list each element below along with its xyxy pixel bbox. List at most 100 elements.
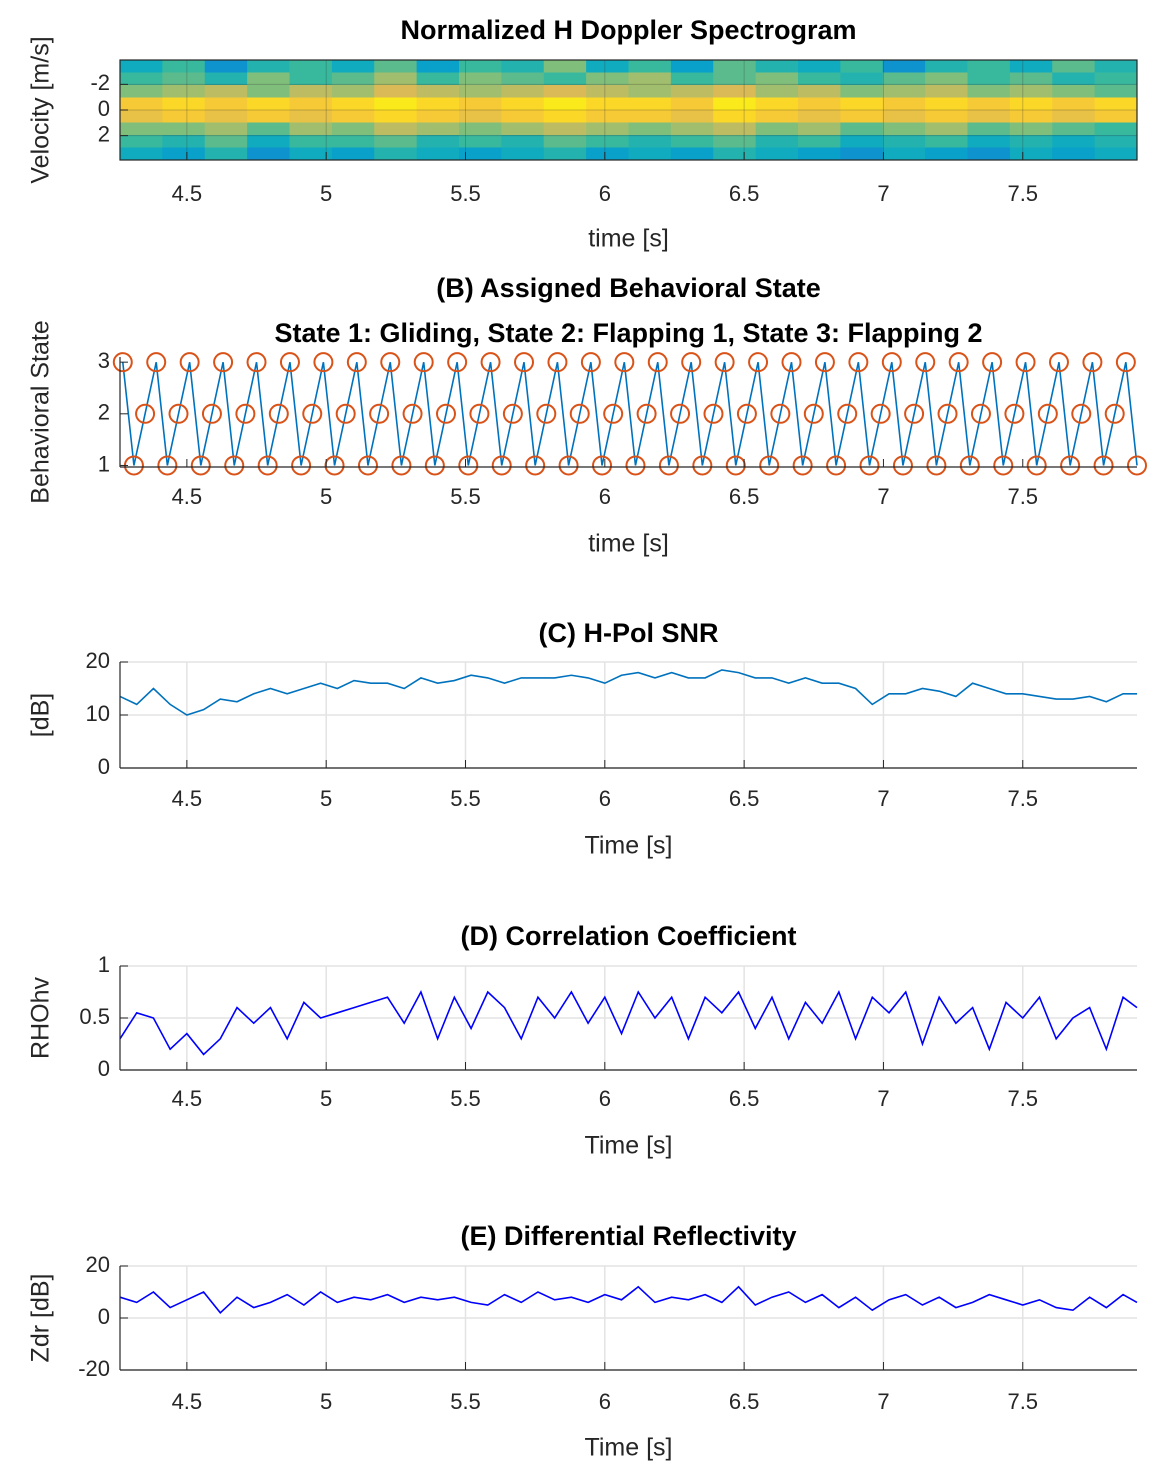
x-axis-label: Time [s] xyxy=(585,1434,673,1462)
heat-cell xyxy=(374,97,418,111)
x-tick-label: 7 xyxy=(877,786,889,811)
heat-cell xyxy=(967,60,1011,73)
heat-cell xyxy=(247,97,290,111)
marker xyxy=(435,403,456,424)
heat-cell xyxy=(331,122,375,136)
x-tick-label: 7.5 xyxy=(1007,1086,1038,1111)
chart-title: (D) Correlation Coefficient xyxy=(460,921,796,951)
x-tick-label: 6.5 xyxy=(729,484,760,509)
heat-cell xyxy=(1009,122,1053,136)
heat-cell xyxy=(755,110,799,123)
x-tick-label: 6 xyxy=(599,1389,611,1414)
heat-cell xyxy=(670,60,714,73)
heat-cell xyxy=(289,72,333,86)
heat-cell xyxy=(162,135,206,148)
marker xyxy=(558,455,579,476)
heat-cell xyxy=(374,122,418,136)
y-tick-label: 0 xyxy=(98,96,110,121)
heat-cell xyxy=(289,85,333,98)
heat-cell xyxy=(840,135,884,148)
marker xyxy=(770,403,791,424)
heat-cell xyxy=(120,122,163,136)
marker xyxy=(369,403,390,424)
marker xyxy=(190,455,211,476)
y-tick-label: 1 xyxy=(98,952,110,977)
x-tick-label: 4.5 xyxy=(172,484,203,509)
y-axis-label: RHOhv xyxy=(27,977,55,1059)
marker xyxy=(514,352,535,373)
heat-cell xyxy=(755,135,799,148)
heat-cell xyxy=(459,147,502,161)
heat-cell xyxy=(586,85,629,98)
marker xyxy=(926,455,947,476)
x-tick-label: 5 xyxy=(320,1086,332,1111)
y-tick-label: 0 xyxy=(98,754,110,779)
marker xyxy=(135,403,156,424)
heat-cell xyxy=(967,110,1011,123)
heat-cell xyxy=(204,72,248,86)
marker xyxy=(859,455,880,476)
heat-cell xyxy=(882,85,926,98)
heat-cell xyxy=(543,85,587,98)
marker xyxy=(792,455,813,476)
heat-cell xyxy=(1052,147,1096,161)
marker xyxy=(881,352,902,373)
heat-cell xyxy=(416,122,460,136)
heat-cell xyxy=(798,147,841,161)
heat-cell xyxy=(967,72,1011,86)
x-tick-label: 7 xyxy=(877,1086,889,1111)
heat-cell xyxy=(543,122,587,136)
heat-cell xyxy=(1009,110,1053,123)
heat-cell xyxy=(331,110,375,123)
x-tick-label: 4.5 xyxy=(172,786,203,811)
marker xyxy=(692,455,713,476)
line xyxy=(119,1285,1138,1314)
marker xyxy=(213,352,234,373)
marker xyxy=(781,352,802,373)
heat-cell xyxy=(204,122,248,136)
heat-cell xyxy=(628,110,672,123)
heat-cell xyxy=(755,122,799,136)
heat-cell xyxy=(882,122,926,136)
y-tick-label: 1 xyxy=(98,451,110,476)
marker xyxy=(592,455,613,476)
heat-cell xyxy=(543,147,587,161)
heat-cell xyxy=(1052,135,1096,148)
x-tick-label: 6 xyxy=(599,1086,611,1111)
heat-cell xyxy=(247,122,290,136)
heat-cell xyxy=(628,147,672,161)
heat-cell xyxy=(586,122,629,136)
heat-cell xyxy=(882,72,926,86)
heat-cell xyxy=(967,122,1011,136)
x-axis-label: Time [s] xyxy=(585,832,673,860)
heat-cell xyxy=(670,97,714,111)
heat-cell xyxy=(713,85,757,98)
heat-cell xyxy=(501,122,545,136)
marker xyxy=(1004,403,1025,424)
heat-cell xyxy=(374,72,418,86)
heat-cell xyxy=(1052,72,1096,86)
x-tick-label: 7 xyxy=(877,181,889,206)
heat-cell xyxy=(586,72,629,86)
heat-cell xyxy=(120,85,163,98)
heat-cell xyxy=(1009,147,1053,161)
heat-cell xyxy=(882,60,926,73)
heat-cell xyxy=(501,135,545,148)
heat-cell xyxy=(543,110,587,123)
heat-cell xyxy=(501,60,545,73)
heat-cell xyxy=(755,97,799,111)
heat-cell xyxy=(670,85,714,98)
chart-title: (B) Assigned Behavioral State xyxy=(436,273,821,303)
heat-cell xyxy=(586,147,629,161)
heat-cell xyxy=(1094,60,1138,73)
y-tick-label: 20 xyxy=(86,648,110,673)
heat-cell xyxy=(798,85,841,98)
heat-cell xyxy=(162,85,206,98)
marker xyxy=(759,455,780,476)
marker xyxy=(915,352,936,373)
heat-cell xyxy=(840,60,884,73)
heat-cell xyxy=(416,110,460,123)
marker xyxy=(458,455,479,476)
heat-cell xyxy=(501,147,545,161)
